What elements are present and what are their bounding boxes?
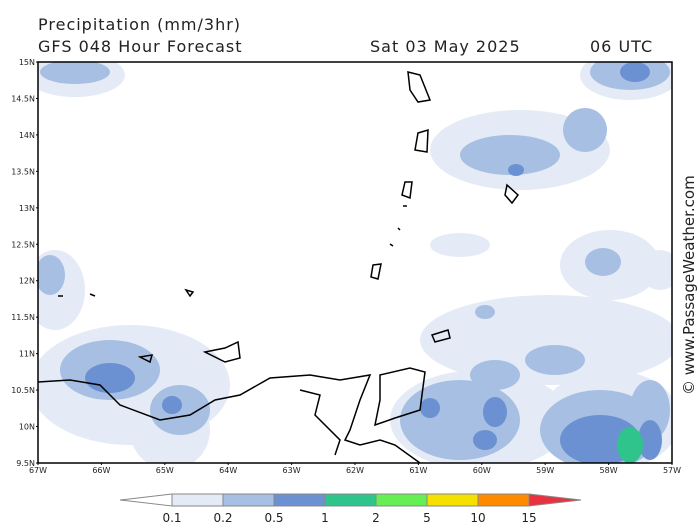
lon-label: 65W	[156, 466, 174, 475]
lat-label: 14N	[19, 131, 35, 140]
lat-label: 11.5N	[11, 313, 35, 322]
lon-label: 61W	[409, 466, 427, 475]
legend-swatch	[426, 493, 479, 507]
lon-label: 59W	[536, 466, 554, 475]
legend-label: 15	[521, 511, 536, 525]
lat-label: 13N	[19, 204, 35, 213]
legend-arrow-low	[119, 493, 173, 507]
lat-label: 15N	[19, 58, 35, 67]
lon-label: 63W	[283, 466, 301, 475]
lat-label: 11N	[19, 350, 35, 359]
subtitle: GFS 048 Hour Forecast	[38, 37, 243, 56]
lon-label: 58W	[600, 466, 618, 475]
legend-swatch	[324, 493, 377, 507]
lon-label: 57W	[663, 466, 681, 475]
credit: © www.PassageWeather.com	[680, 175, 698, 395]
legend-swatch	[171, 493, 224, 507]
time: 06 UTC	[590, 37, 653, 56]
legend-label: 0.1	[162, 511, 181, 525]
legend-arrow-high	[528, 493, 582, 507]
date: Sat 03 May 2025	[370, 37, 521, 56]
legend-swatch	[273, 493, 326, 507]
lon-label: 62W	[346, 466, 364, 475]
lat-label: 9.5N	[16, 459, 35, 468]
lon-label: 60W	[473, 466, 491, 475]
lat-label: 14.5N	[11, 94, 35, 103]
legend-label: 10	[470, 511, 485, 525]
lat-label: 10N	[19, 423, 35, 432]
precip-field	[38, 62, 672, 463]
coastline	[38, 71, 520, 463]
legend-swatch	[222, 493, 275, 507]
lat-label: 12.5N	[11, 240, 35, 249]
lat-label: 10.5N	[11, 386, 35, 395]
lon-label: 64W	[219, 466, 237, 475]
legend-label: 2	[372, 511, 380, 525]
title: Precipitation (mm/3hr)	[38, 15, 241, 34]
lat-label: 12N	[19, 277, 35, 286]
legend-label: 1	[321, 511, 329, 525]
legend-swatch	[477, 493, 530, 507]
lon-label: 67W	[29, 466, 47, 475]
legend-label: 5	[423, 511, 431, 525]
legend-label: 0.5	[264, 511, 283, 525]
lon-label: 66W	[92, 466, 110, 475]
legend-label: 0.2	[213, 511, 232, 525]
lat-label: 13.5N	[11, 167, 35, 176]
legend-swatch	[375, 493, 428, 507]
